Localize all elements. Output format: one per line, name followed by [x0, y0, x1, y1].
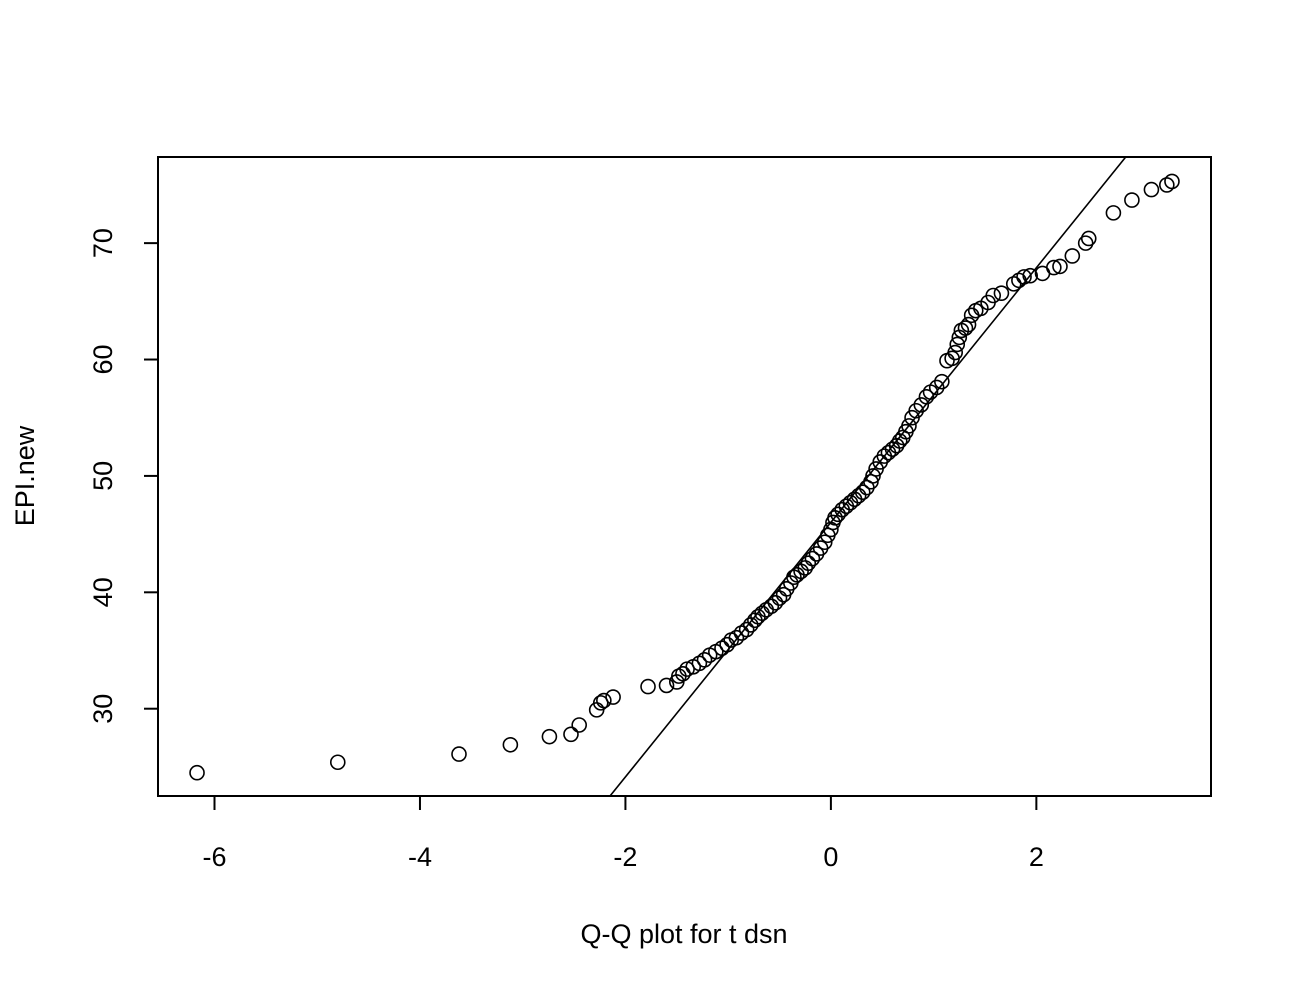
data-point: [901, 418, 917, 434]
data-point: [605, 689, 621, 705]
data-point: [563, 726, 579, 743]
data-point: [804, 550, 821, 567]
x-tick-label: -6: [202, 842, 226, 872]
data-point: [767, 594, 784, 611]
data-point: [993, 285, 1010, 301]
data-point: [850, 487, 867, 504]
data-point: [1080, 230, 1097, 247]
data-point: [1124, 192, 1140, 208]
y-tick-label: 30: [88, 694, 118, 724]
data-point: [592, 695, 609, 711]
data-point: [658, 677, 675, 694]
data-point: [830, 506, 846, 523]
data-point: [451, 746, 467, 762]
reference-line-layer: [609, 156, 1127, 797]
data-point: [1077, 235, 1094, 251]
data-point: [763, 598, 780, 615]
data-point: [502, 736, 519, 753]
points-layer: [189, 173, 1180, 781]
data-point: [189, 764, 205, 781]
data-point: [865, 468, 881, 484]
qq-reference-line: [609, 156, 1127, 797]
data-point: [985, 287, 1002, 304]
y-tick-label: 40: [88, 577, 118, 607]
data-point: [1052, 258, 1068, 275]
data-point: [947, 344, 963, 361]
data-point: [329, 754, 346, 771]
data-point: [918, 388, 935, 405]
data-point: [640, 678, 656, 695]
data-point: [957, 320, 974, 336]
data-point: [1046, 259, 1062, 276]
y-tick-label: 70: [88, 228, 118, 258]
x-tick-label: 2: [1029, 842, 1044, 872]
data-point: [1016, 269, 1032, 285]
data-point: [949, 336, 966, 353]
x-tick-label: 0: [823, 842, 838, 872]
data-point: [816, 534, 833, 551]
data-point: [800, 555, 817, 572]
data-point: [928, 379, 945, 396]
y-axis: 30 40 50 60 70: [88, 228, 159, 724]
x-axis: -6 -4 -2 0 2: [202, 795, 1044, 872]
data-point: [1164, 173, 1180, 190]
data-point: [1064, 248, 1081, 264]
data-point: [1105, 205, 1122, 221]
data-point: [696, 652, 713, 668]
y-tick-label: 50: [88, 461, 118, 491]
data-point: [571, 717, 588, 733]
data-point: [934, 373, 950, 390]
data-point: [823, 521, 839, 538]
data-point: [1143, 181, 1160, 198]
data-point: [913, 397, 930, 413]
data-point: [541, 728, 558, 745]
y-axis-title: EPI.new: [10, 425, 40, 526]
x-tick-label: -4: [408, 842, 432, 872]
data-point: [728, 629, 745, 646]
data-point: [596, 692, 612, 709]
data-point: [854, 484, 871, 501]
x-tick-label: -2: [613, 842, 637, 872]
data-point: [738, 621, 755, 638]
y-tick-label: 60: [88, 345, 118, 375]
data-point: [1022, 267, 1038, 284]
data-point: [908, 402, 924, 419]
data-point: [960, 316, 977, 333]
x-axis-title: Q-Q plot for t dsn: [580, 919, 787, 949]
